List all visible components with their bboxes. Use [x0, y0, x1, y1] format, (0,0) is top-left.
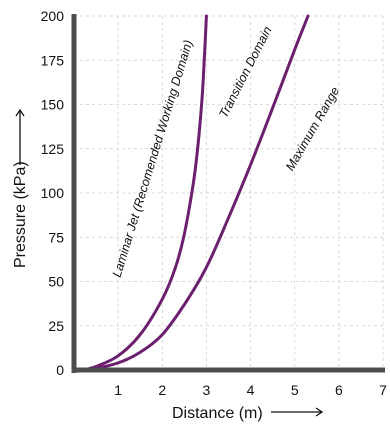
annotations: Laminar Jet (Recomended Working Domain) T… — [110, 24, 343, 279]
series-line-2 — [81, 14, 310, 372]
x-tick-label: 7 — [379, 382, 387, 398]
grid — [74, 15, 384, 370]
tick-labels: 1 2 3 4 5 6 7 0 25 50 75 100 125 150 175 200 — [41, 8, 387, 398]
x-axis-title: Distance (m) — [172, 405, 263, 422]
x-tick-label: 2 — [158, 382, 166, 398]
y-axis-title-arrow — [15, 108, 25, 165]
series-line-1 — [81, 14, 208, 372]
curve-annotation: Transition Domain — [216, 24, 274, 120]
x-axis-title-arrow — [271, 407, 324, 417]
axes — [71, 14, 385, 373]
y-tick-label: 200 — [41, 8, 65, 24]
x-tick-label: 6 — [335, 382, 343, 398]
y-tick-label: 0 — [56, 362, 64, 378]
y-tick-label: 25 — [48, 318, 64, 334]
y-axis-title: Pressure (kPa) — [12, 161, 29, 268]
y-tick-label: 50 — [48, 274, 64, 290]
x-tick-label: 3 — [203, 382, 211, 398]
x-tick-label: 5 — [291, 382, 299, 398]
series-layer — [81, 14, 310, 372]
x-tick-label: 4 — [247, 382, 255, 398]
curve-annotation: Maximum Range — [283, 84, 342, 173]
y-tick-label: 75 — [48, 229, 64, 245]
y-tick-label: 175 — [41, 52, 65, 68]
x-tick-label: 1 — [114, 382, 122, 398]
y-tick-label: 125 — [41, 141, 65, 157]
y-tick-label: 100 — [41, 185, 65, 201]
y-tick-label: 150 — [41, 97, 65, 113]
